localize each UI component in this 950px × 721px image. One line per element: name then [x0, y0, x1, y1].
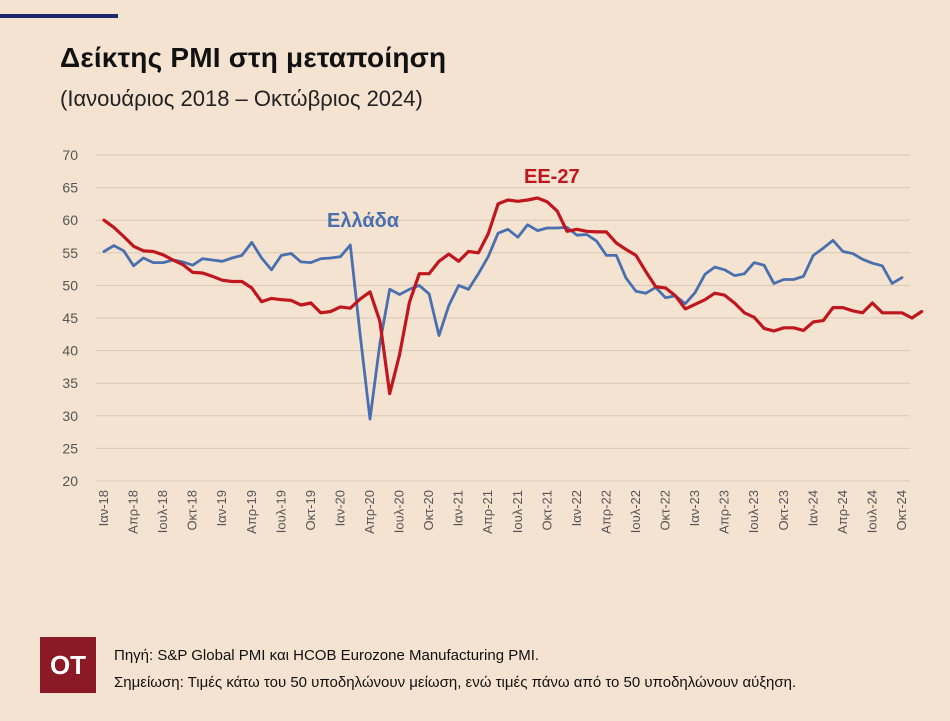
- x-tick-label: Οκτ-20: [421, 490, 436, 531]
- series-line-greece: [102, 223, 904, 421]
- y-tick-label: 45: [62, 310, 78, 326]
- line-chart: 20 25 30 35 40 45 50 55 60 65 70 Ιαν-18 Απρ-18 Ιουλ-1…: [62, 147, 924, 534]
- x-tick-label: Ιουλ-21: [510, 490, 525, 533]
- x-tick-label: Ιαν-21: [451, 490, 466, 526]
- y-tick-label: 50: [62, 277, 78, 293]
- explanatory-note: Σημείωση: Τιμές κάτω του 50 υποδηλώνουν …: [114, 674, 797, 691]
- chart-subtitle: (Ιανουάριος 2018 – Οκτώβριος 2024): [60, 86, 423, 111]
- x-tick-label: Ιουλ-18: [155, 490, 170, 533]
- x-tick-label: Ιουλ-24: [864, 490, 879, 533]
- x-tick-label: Ιαν-23: [687, 490, 702, 526]
- x-tick-label: Ιαν-24: [805, 490, 820, 526]
- x-tick-label: Οκτ-23: [776, 490, 791, 531]
- x-tick-label: Ιουλ-23: [746, 490, 761, 533]
- chart-title: Δείκτης PMI στη μεταποίηση: [60, 42, 447, 73]
- x-tick-label: Οκτ-18: [185, 490, 200, 531]
- x-tick-label: Απρ-21: [480, 490, 495, 534]
- x-tick-label: Ιαν-22: [569, 490, 584, 526]
- y-tick-label: 65: [62, 180, 78, 196]
- source-note: Πηγή: S&P Global PMI και HCOB Eurozone M…: [114, 647, 540, 664]
- x-tick-label: Οκτ-24: [894, 490, 909, 531]
- x-tick-label: Απρ-22: [598, 490, 613, 534]
- y-tick-label: 70: [62, 147, 78, 163]
- x-tick-label: Οκτ-22: [658, 490, 673, 531]
- x-tick-label: Ιουλ-19: [273, 490, 288, 533]
- y-tick-label: 40: [62, 343, 78, 359]
- x-tick-label: Ιαν-18: [96, 490, 111, 526]
- x-tick-label: Οκτ-21: [539, 490, 554, 531]
- x-tick-label: Απρ-19: [244, 490, 259, 534]
- y-tick-label: 30: [62, 408, 78, 424]
- x-tick-label: Απρ-24: [835, 490, 850, 534]
- y-tick-label: 20: [62, 473, 78, 489]
- accent-bar: [0, 14, 118, 18]
- y-tick-label: 35: [62, 375, 78, 391]
- x-tick-label: Ιαν-20: [332, 490, 347, 526]
- x-tick-label: Απρ-18: [126, 490, 141, 534]
- x-tick-label: Απρ-20: [362, 490, 377, 534]
- x-tick-label: Απρ-23: [717, 490, 732, 534]
- x-tick-label: Ιουλ-20: [392, 490, 407, 533]
- x-tick-label: Ιαν-19: [214, 490, 229, 526]
- series-label-greece: Ελλάδα: [327, 210, 400, 232]
- y-tick-label: 25: [62, 440, 78, 456]
- y-tick-label: 60: [62, 212, 78, 228]
- x-tick-label: Ιουλ-22: [628, 490, 643, 533]
- ot-logo: OT: [40, 637, 96, 693]
- series-line-eu27: [102, 196, 924, 396]
- y-tick-label: 55: [62, 245, 78, 261]
- series-label-eu27: ΕΕ-27: [524, 166, 580, 188]
- x-tick-label: Οκτ-19: [303, 490, 318, 531]
